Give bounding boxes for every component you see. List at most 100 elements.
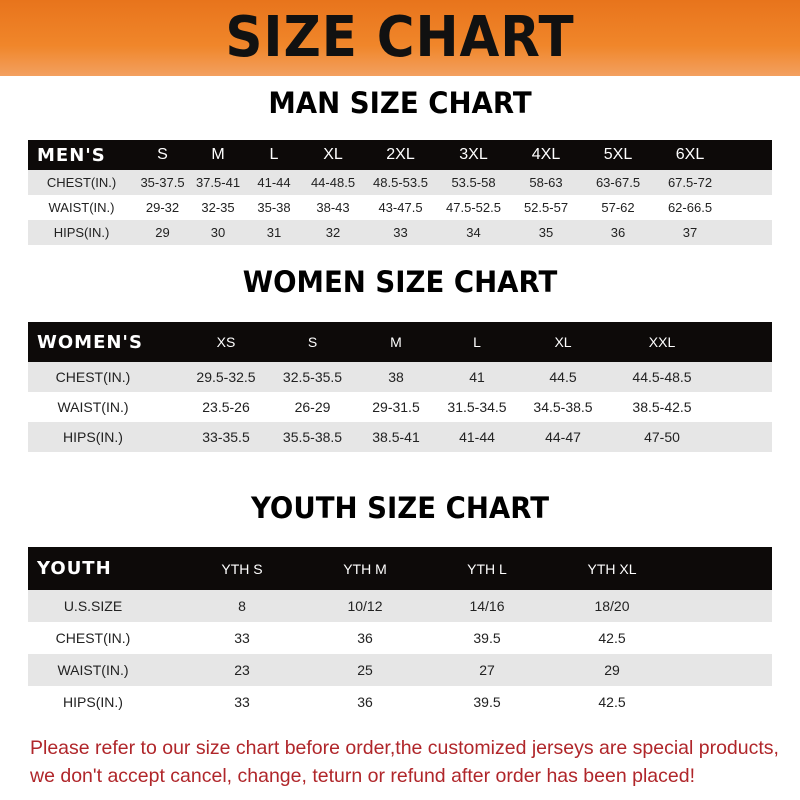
table-cell: 25 <box>357 662 373 678</box>
row-label: WAIST(IN.) <box>48 200 115 215</box>
page-title: SIZE CHART <box>225 5 575 70</box>
table-cell: 33 <box>393 225 408 240</box>
table-cell: 26-29 <box>294 399 331 415</box>
table-header-row: MEN'S S M L XL 2XL 3XL 4XL 5XL 6XL <box>28 140 772 170</box>
table-cell: 23.5-26 <box>202 399 250 415</box>
table-cell: 44.5-48.5 <box>632 369 692 385</box>
table-cell: 31.5-34.5 <box>447 399 507 415</box>
row-label: WAIST(IN.) <box>57 662 129 678</box>
table-cell: 38-43 <box>316 200 350 215</box>
table-cell: 41-44 <box>257 175 291 190</box>
women-size-table: WOMEN'S XS S M L XL XXL CHEST(IN.) 29.5-32.5 32.5… <box>28 322 772 452</box>
women-section-title: WOMEN SIZE CHART <box>242 265 558 299</box>
row-label: CHEST(IN.) <box>55 630 131 646</box>
table-row: CHEST(IN.) 33 36 39.5 42.5 <box>28 622 772 654</box>
table-corner-label: MEN'S <box>37 144 106 166</box>
table-cell: 32 <box>325 225 341 240</box>
table-cell: 34 <box>466 225 481 240</box>
table-cell: 47-50 <box>644 429 680 445</box>
table-cell: 37.5-41 <box>195 175 241 190</box>
table-row: HIPS(IN.) 33 36 39.5 42.5 <box>28 686 772 718</box>
table-row: WAIST(IN.) 29-32 32-35 35-38 38-43 43-47.5 47.… <box>28 195 772 220</box>
table-row: WAIST(IN.) 23 25 27 29 <box>28 654 772 686</box>
row-label: CHEST(IN.) <box>55 369 131 385</box>
table-cell: 53.5-58 <box>451 175 496 190</box>
table-cell: 29-31.5 <box>372 399 420 415</box>
row-label: HIPS(IN.) <box>63 694 123 710</box>
men-size-table: MEN'S S M L XL 2XL 3XL 4XL 5XL 6XL CHEST(IN.) 35-37… <box>28 140 772 245</box>
table-cell: 57-62 <box>601 200 635 215</box>
table-cell: 36 <box>357 694 373 710</box>
table-cell: 38.5-41 <box>372 429 420 445</box>
table-corner-label: WOMEN'S <box>37 331 143 353</box>
size-column-header: YTH S <box>221 560 263 577</box>
title-banner: SIZE CHART <box>0 0 800 76</box>
row-label: WAIST(IN.) <box>57 399 129 415</box>
table-row: CHEST(IN.) 29.5-32.5 32.5-35.5 38 41 44.5 44.5… <box>28 362 772 392</box>
table-cell: 62-66.5 <box>667 200 713 215</box>
table-cell: 39.5 <box>473 630 501 646</box>
table-row: HIPS(IN.) 29 30 31 32 33 34 35 36 37 <box>28 220 772 245</box>
table-cell: 30 <box>210 225 226 240</box>
row-label: CHEST(IN.) <box>46 175 117 190</box>
table-cell: 18/20 <box>594 598 630 614</box>
order-note-line-1: Please refer to our size chart before or… <box>30 737 779 759</box>
size-column-header: 5XL <box>603 146 633 163</box>
order-note-line-2: we don't accept cancel, change, teturn o… <box>30 765 695 787</box>
table-header-row: YOUTH YTH S YTH M YTH L YTH XL <box>28 547 772 590</box>
table-cell: 10/12 <box>347 598 383 614</box>
table-cell: 58-63 <box>529 175 563 190</box>
table-cell: 33-35.5 <box>202 429 250 445</box>
table-cell: 31 <box>266 225 282 240</box>
size-column-header: YTH L <box>467 560 507 577</box>
table-cell: 39.5 <box>473 694 501 710</box>
table-cell: 29 <box>604 662 620 678</box>
table-cell: 44-48.5 <box>310 175 356 190</box>
table-cell: 14/16 <box>469 598 505 614</box>
table-cell: 47.5-52.5 <box>446 200 501 215</box>
size-column-header: XS <box>216 334 236 350</box>
table-cell: 34.5-38.5 <box>533 399 593 415</box>
table-cell: 36 <box>610 225 626 240</box>
table-cell: 29.5-32.5 <box>196 369 256 385</box>
table-cell: 42.5 <box>598 630 626 646</box>
size-column-header: XXL <box>648 334 676 350</box>
table-cell: 41-44 <box>459 429 495 445</box>
size-column-header: 4XL <box>531 146 561 163</box>
table-cell: 35-38 <box>257 200 291 215</box>
table-cell: 41 <box>469 369 485 385</box>
size-column-header: XL <box>554 334 572 350</box>
row-label: HIPS(IN.) <box>53 225 110 240</box>
table-cell: 38.5-42.5 <box>632 399 692 415</box>
table-cell: 48.5-53.5 <box>373 175 428 190</box>
men-section-title: MAN SIZE CHART <box>268 86 532 120</box>
table-cell: 67.5-72 <box>667 175 713 190</box>
table-header-row: WOMEN'S XS S M L XL XXL <box>28 322 772 362</box>
table-cell: 33 <box>234 694 250 710</box>
table-cell: 23 <box>234 662 250 678</box>
size-column-header: M <box>211 146 225 163</box>
row-label: HIPS(IN.) <box>63 429 123 445</box>
table-row: U.S.SIZE 8 10/12 14/16 18/20 <box>28 590 772 622</box>
table-cell: 44-47 <box>545 429 581 445</box>
table-row: CHEST(IN.) 35-37.5 37.5-41 41-44 44-48.5 48.5… <box>28 170 772 195</box>
order-note: Please refer to our size chart before or… <box>30 734 790 790</box>
table-cell: 33 <box>234 630 250 646</box>
size-column-header: L <box>473 334 481 350</box>
table-cell: 63-67.5 <box>595 175 641 190</box>
table-cell: 36 <box>357 630 373 646</box>
row-label: U.S.SIZE <box>63 598 123 614</box>
size-column-header: L <box>269 146 279 163</box>
table-cell: 37 <box>682 225 698 240</box>
table-cell: 43-47.5 <box>378 200 423 215</box>
table-cell: 52.5-57 <box>523 200 569 215</box>
table-cell: 44.5 <box>549 369 577 385</box>
table-cell: 35-37.5 <box>140 175 185 190</box>
youth-section-title: YOUTH SIZE CHART <box>250 491 550 525</box>
size-column-header: YTH M <box>343 560 387 577</box>
table-corner-label: YOUTH <box>37 558 112 579</box>
size-column-header: S <box>157 146 168 163</box>
table-row: WAIST(IN.) 23.5-26 26-29 29-31.5 31.5-34.5 34… <box>28 392 772 422</box>
table-cell: 29 <box>155 225 170 240</box>
size-column-header: 3XL <box>459 146 488 163</box>
